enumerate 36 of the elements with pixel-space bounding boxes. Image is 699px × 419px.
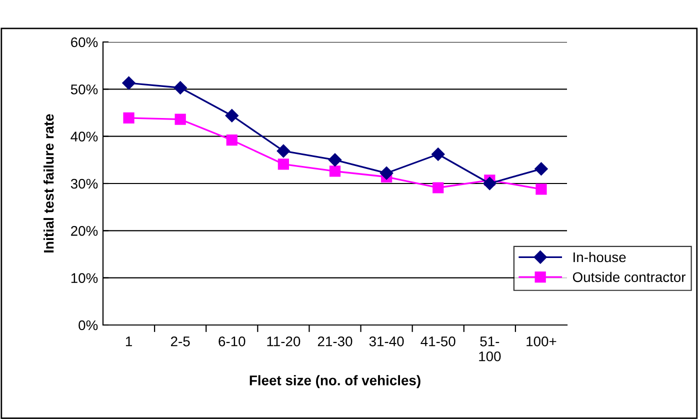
- y-tick-label: 50%: [70, 84, 98, 94]
- point: [225, 108, 238, 122]
- point: [174, 114, 186, 125]
- x-axis-title: Fleet size (no. of vehicles): [250, 375, 420, 388]
- y-tick-label: 40%: [70, 132, 98, 142]
- y-tick-label: 0%: [78, 320, 98, 330]
- point: [226, 134, 238, 146]
- point: [278, 158, 289, 170]
- point: [174, 81, 187, 94]
- x-tick-label: 6-10: [218, 336, 246, 346]
- point: [276, 144, 290, 158]
- y-tick-label: 60%: [71, 37, 98, 48]
- y-tick-label: 10%: [71, 273, 98, 284]
- point: [123, 112, 134, 124]
- x-tick-label: 100+: [526, 336, 556, 346]
- x-tick-label: 1: [126, 336, 132, 346]
- point: [536, 184, 547, 195]
- x-tick-label: 11-20: [267, 336, 300, 346]
- legend-label: Outside contractor: [572, 272, 686, 282]
- legend-label: In-house: [574, 252, 626, 262]
- point: [432, 182, 444, 194]
- x-tick-label: 31-40: [369, 336, 404, 346]
- point: [380, 166, 394, 180]
- x-tick-label: 41-50: [420, 336, 456, 346]
- point: [483, 176, 496, 190]
- y-tick-label: 20%: [71, 226, 98, 236]
- y-tick-label: 30%: [70, 178, 98, 189]
- x-tick-label: 2-5: [170, 336, 190, 346]
- point: [329, 166, 341, 177]
- point: [432, 148, 445, 161]
- x-tick-label: 51- 100: [479, 336, 501, 362]
- point: [534, 162, 548, 176]
- point: [328, 153, 342, 167]
- x-tick-label: 21-30: [318, 336, 352, 346]
- y-axis-title: Initial test failure rate: [44, 114, 54, 252]
- point: [122, 76, 136, 90]
